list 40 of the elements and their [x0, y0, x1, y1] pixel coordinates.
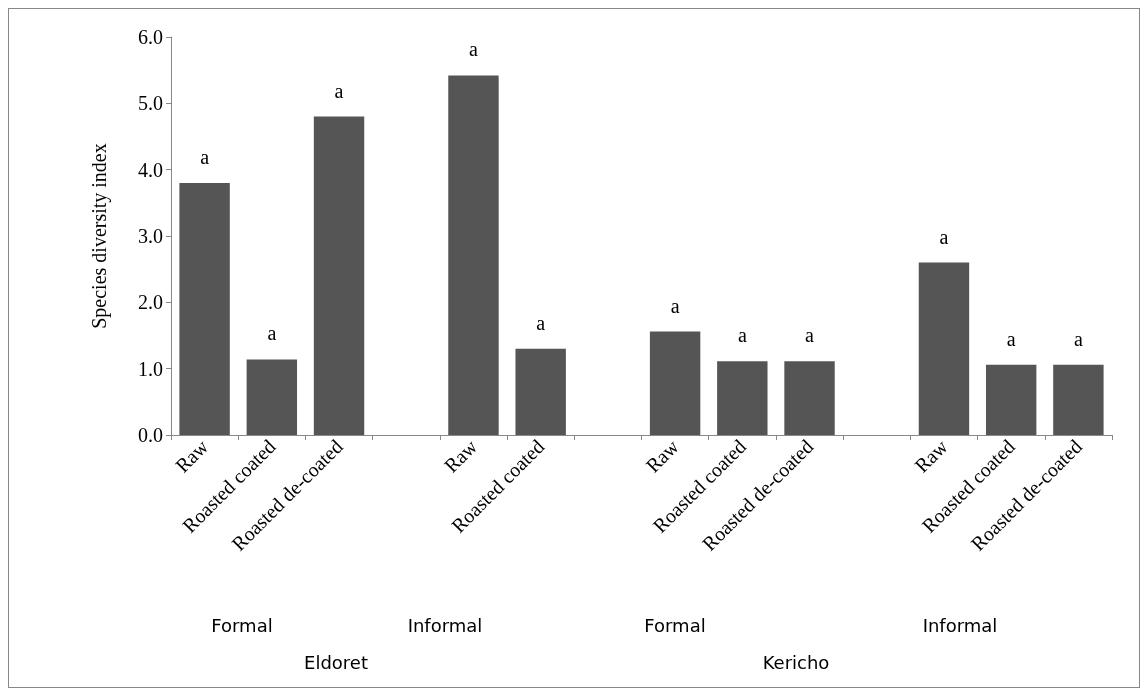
bar — [985, 364, 1037, 435]
y-tick-label: 4.0 — [138, 158, 163, 181]
data-label: a — [1006, 327, 1016, 350]
text: Eldoret — [304, 651, 368, 673]
bar — [448, 75, 499, 435]
bar — [784, 361, 835, 435]
data-label: a — [1073, 327, 1083, 350]
data-label: a — [737, 324, 747, 347]
data-label: a — [200, 145, 210, 168]
y-tick-label: 6.0 — [138, 26, 163, 48]
bar — [918, 262, 970, 435]
data-label: a — [536, 311, 546, 334]
y-tick-label: 5.0 — [138, 92, 163, 115]
bar — [515, 348, 566, 435]
x-tick-label: Raw — [439, 434, 482, 477]
bar — [246, 359, 298, 435]
text: Formal — [211, 614, 273, 636]
x-tick-label: Raw — [170, 434, 213, 477]
text: Formal — [644, 614, 706, 636]
data-label: a — [469, 38, 479, 61]
bar — [179, 182, 230, 435]
data-label: a — [334, 79, 344, 102]
data-label: a — [939, 225, 949, 248]
y-tick-label: 3.0 — [138, 225, 163, 247]
x-tick-label: Raw — [910, 434, 953, 477]
text: Kericho — [762, 651, 830, 673]
data-label: a — [670, 294, 680, 317]
bar — [649, 331, 701, 435]
bar — [717, 361, 768, 435]
x-tick-label: Raw — [641, 434, 684, 477]
data-label: a — [805, 324, 815, 347]
y-axis-title: Species diversity index — [88, 143, 111, 329]
y-tick-label: 1.0 — [138, 357, 163, 380]
y-tick-label: 0.0 — [138, 424, 163, 446]
bar — [1053, 364, 1104, 435]
y-tick-label: 2.0 — [138, 291, 163, 314]
text: Informal — [922, 614, 998, 636]
bar — [313, 116, 365, 435]
text: Informal — [407, 614, 483, 636]
data-label: a — [267, 322, 277, 345]
